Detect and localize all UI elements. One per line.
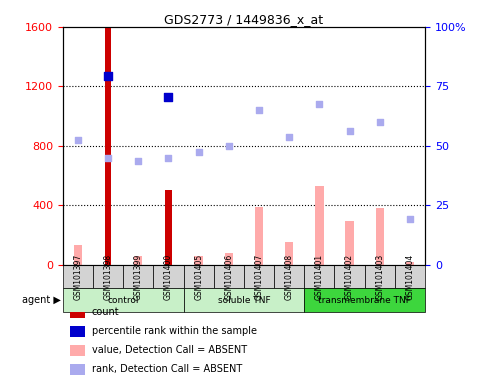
- Text: GSM101398: GSM101398: [103, 253, 113, 300]
- Bar: [285, 242, 293, 265]
- Point: [225, 143, 233, 149]
- Bar: [70, 307, 85, 318]
- FancyBboxPatch shape: [63, 265, 93, 288]
- FancyBboxPatch shape: [304, 288, 425, 312]
- FancyBboxPatch shape: [123, 265, 154, 288]
- Point: [104, 155, 112, 161]
- FancyBboxPatch shape: [334, 265, 365, 288]
- FancyBboxPatch shape: [154, 265, 184, 288]
- FancyBboxPatch shape: [93, 265, 123, 288]
- Point: [255, 107, 263, 113]
- Text: GSM101405: GSM101405: [194, 253, 203, 300]
- Bar: [70, 364, 85, 375]
- Text: value, Detection Call = ABSENT: value, Detection Call = ABSENT: [92, 345, 247, 355]
- Point: [376, 119, 384, 125]
- Point: [315, 101, 323, 107]
- FancyBboxPatch shape: [395, 265, 425, 288]
- Bar: [225, 253, 233, 265]
- Point: [406, 215, 414, 222]
- Text: GSM101401: GSM101401: [315, 253, 324, 300]
- Text: GSM101406: GSM101406: [224, 253, 233, 300]
- FancyBboxPatch shape: [365, 265, 395, 288]
- Text: GSM101403: GSM101403: [375, 253, 384, 300]
- Text: GSM101402: GSM101402: [345, 253, 354, 300]
- Text: GSM101407: GSM101407: [255, 253, 264, 300]
- Point: [165, 155, 172, 161]
- Bar: [194, 257, 203, 265]
- Text: GSM101399: GSM101399: [134, 253, 143, 300]
- Text: rank, Detection Call = ABSENT: rank, Detection Call = ABSENT: [92, 364, 242, 374]
- FancyBboxPatch shape: [304, 265, 334, 288]
- Bar: [406, 262, 414, 265]
- Text: GSM101400: GSM101400: [164, 253, 173, 300]
- Title: GDS2773 / 1449836_x_at: GDS2773 / 1449836_x_at: [164, 13, 324, 26]
- Text: percentile rank within the sample: percentile rank within the sample: [92, 326, 257, 336]
- FancyBboxPatch shape: [184, 288, 304, 312]
- Text: GSM101404: GSM101404: [405, 253, 414, 300]
- FancyBboxPatch shape: [244, 265, 274, 288]
- FancyBboxPatch shape: [63, 288, 184, 312]
- FancyBboxPatch shape: [213, 265, 244, 288]
- FancyBboxPatch shape: [274, 265, 304, 288]
- Point: [104, 73, 112, 79]
- Point: [134, 157, 142, 164]
- Text: soluble TNF: soluble TNF: [218, 296, 270, 305]
- Text: GSM101397: GSM101397: [73, 253, 83, 300]
- Bar: [376, 208, 384, 265]
- Text: agent ▶: agent ▶: [22, 295, 61, 305]
- Point: [346, 128, 354, 134]
- Bar: [73, 245, 82, 265]
- Point: [285, 134, 293, 140]
- Point: [74, 137, 82, 143]
- Bar: [255, 207, 263, 265]
- Bar: [315, 186, 324, 265]
- Bar: [105, 27, 111, 265]
- Point: [165, 94, 172, 100]
- Bar: [165, 190, 171, 265]
- Bar: [70, 326, 85, 337]
- Bar: [345, 221, 354, 265]
- Bar: [134, 256, 142, 265]
- Text: transmembrane TNF: transmembrane TNF: [318, 296, 411, 305]
- Text: control: control: [107, 296, 139, 305]
- Bar: [70, 345, 85, 356]
- FancyBboxPatch shape: [184, 265, 213, 288]
- Text: count: count: [92, 307, 119, 317]
- Point: [195, 149, 202, 155]
- Text: GSM101408: GSM101408: [284, 253, 294, 300]
